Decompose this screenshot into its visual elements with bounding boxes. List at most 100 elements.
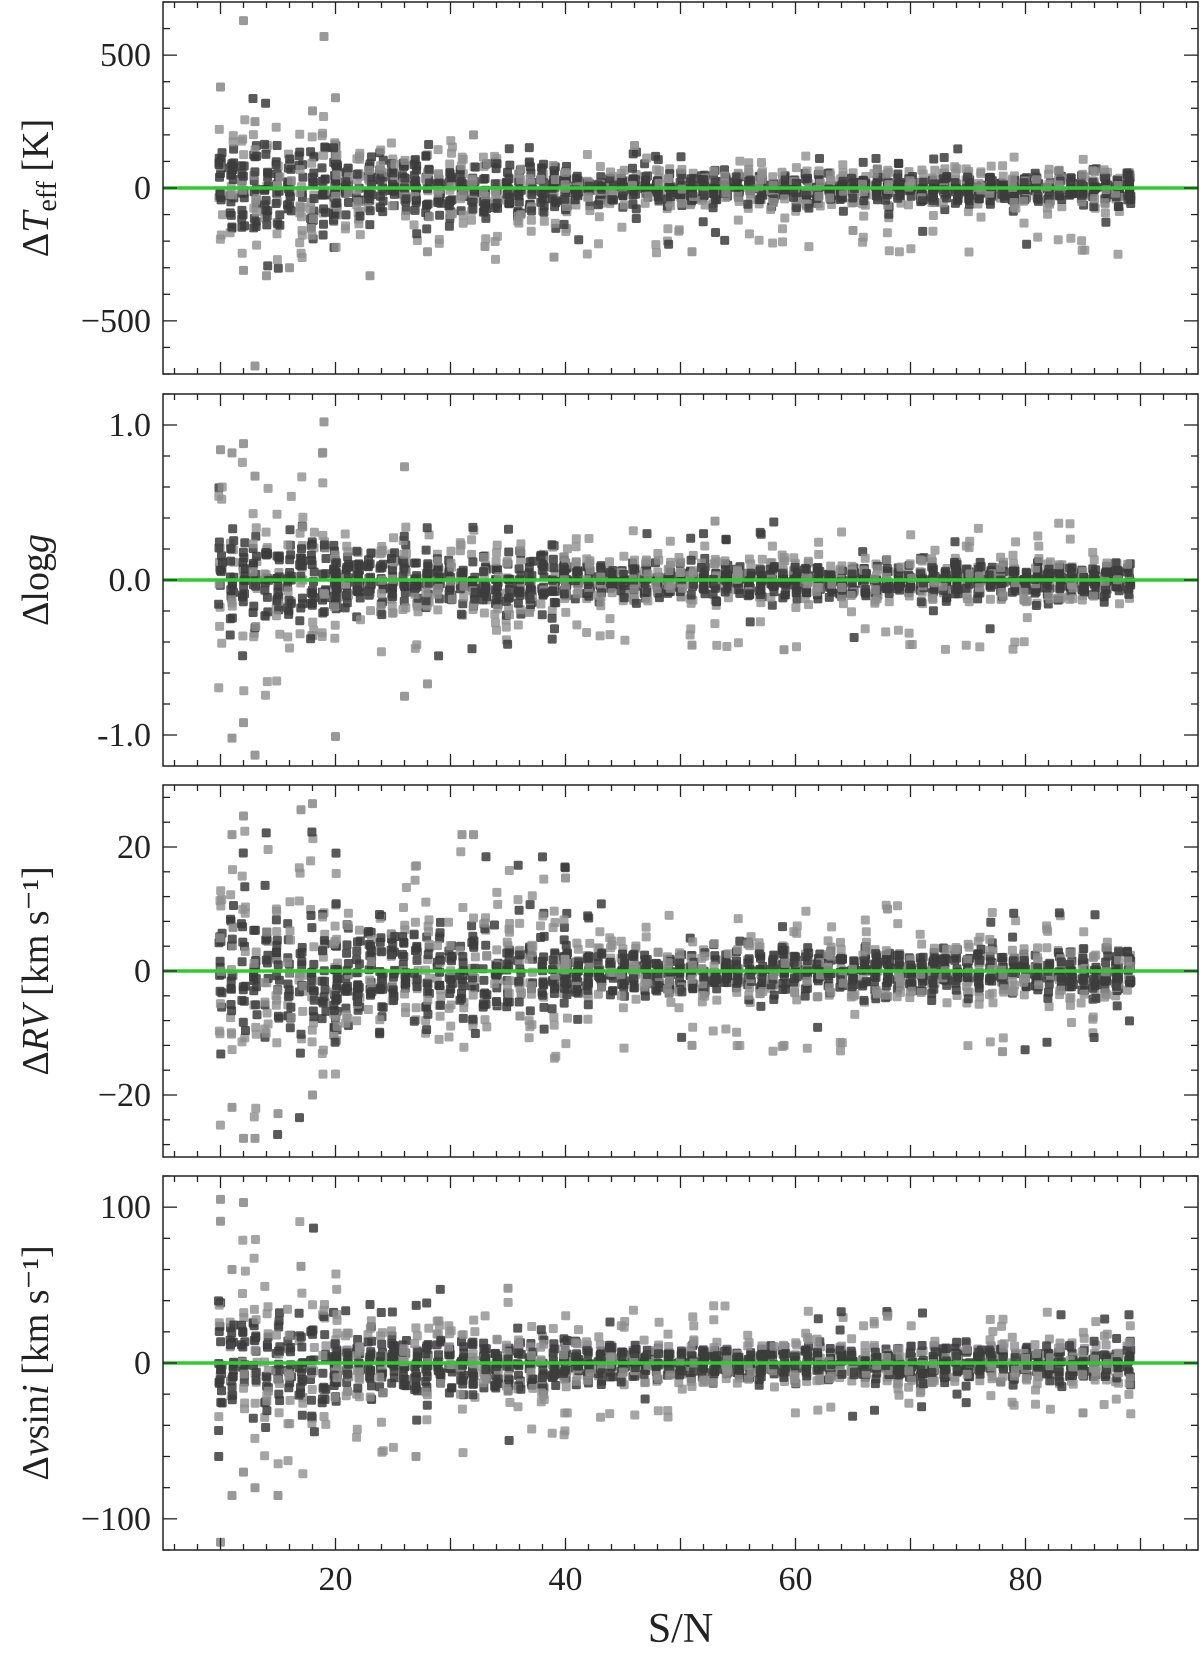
data-point — [354, 925, 364, 935]
data-point — [870, 585, 880, 595]
data-point — [492, 540, 502, 550]
data-point — [573, 944, 583, 954]
data-point — [675, 177, 685, 187]
data-point — [582, 628, 592, 637]
data-point — [252, 1010, 262, 1020]
data-point — [228, 923, 238, 933]
data-point — [271, 1000, 281, 1010]
data-point — [975, 583, 984, 593]
data-point — [377, 610, 387, 620]
data-point — [597, 982, 607, 992]
data-point — [238, 210, 248, 220]
data-point — [1080, 245, 1090, 255]
data-point — [238, 922, 248, 932]
data-point — [238, 904, 248, 914]
data-point — [261, 828, 271, 838]
data-point — [434, 169, 443, 179]
data-point — [447, 594, 457, 604]
data-point — [802, 166, 812, 176]
data-point — [352, 946, 362, 956]
data-point — [424, 939, 434, 949]
data-point — [1044, 169, 1053, 179]
data-point — [248, 509, 258, 519]
data-point — [226, 914, 235, 924]
data-point — [574, 235, 584, 245]
data-point — [249, 986, 259, 996]
data-point — [240, 1033, 250, 1043]
data-point — [239, 150, 249, 160]
data-point — [583, 1000, 593, 1010]
data-point — [387, 582, 397, 592]
outlier-point — [262, 271, 271, 281]
data-point — [318, 998, 328, 1008]
data-point — [756, 583, 766, 593]
data-point — [905, 559, 915, 569]
data-point — [215, 956, 225, 966]
data-point — [353, 989, 363, 999]
data-point — [1124, 589, 1134, 599]
data-point — [306, 204, 316, 214]
data-point — [367, 172, 377, 182]
data-point — [409, 930, 419, 940]
data-point — [1122, 179, 1132, 189]
data-point — [225, 614, 235, 624]
data-point — [455, 538, 465, 548]
data-point — [561, 607, 571, 617]
data-point — [631, 214, 641, 223]
data-point — [250, 167, 260, 177]
data-point — [1009, 559, 1019, 569]
data-point — [662, 194, 672, 204]
data-point — [378, 196, 388, 206]
outlier-point — [365, 271, 375, 281]
data-point — [537, 610, 547, 620]
data-point — [399, 952, 409, 961]
data-point — [942, 188, 952, 198]
data-point — [297, 960, 307, 970]
data-point — [306, 634, 316, 644]
data-point — [562, 544, 572, 554]
data-point — [309, 1012, 319, 1022]
data-point — [492, 231, 502, 241]
data-point — [467, 921, 477, 931]
data-point — [343, 959, 353, 968]
data-point — [355, 593, 365, 603]
data-point — [261, 195, 271, 205]
data-point — [295, 147, 305, 157]
data-point — [514, 564, 524, 574]
data-point — [708, 203, 718, 213]
data-point — [412, 229, 422, 239]
outlier-point — [216, 82, 225, 92]
data-point — [386, 138, 396, 148]
data-point — [341, 1018, 351, 1028]
data-point — [241, 1026, 250, 1035]
data-point — [273, 581, 283, 591]
data-point — [376, 203, 385, 213]
data-point — [229, 144, 239, 154]
data-point — [710, 195, 720, 204]
data-point — [468, 522, 478, 532]
data-point — [480, 191, 490, 201]
data-point — [1089, 555, 1099, 565]
data-point — [444, 917, 453, 927]
data-point — [527, 981, 536, 991]
data-point — [455, 546, 465, 556]
data-point — [422, 224, 432, 234]
data-point — [735, 936, 745, 946]
data-point — [226, 170, 236, 180]
data-point — [664, 566, 674, 576]
data-point — [375, 937, 385, 947]
data-point — [263, 261, 273, 271]
data-point — [423, 979, 433, 989]
data-point — [261, 690, 270, 700]
data-point — [825, 170, 835, 180]
data-point — [860, 588, 870, 598]
data-point — [640, 198, 650, 208]
data-point — [733, 638, 743, 648]
data-point — [710, 583, 720, 593]
data-point — [663, 224, 673, 234]
data-point — [273, 960, 283, 970]
data-point — [720, 178, 730, 188]
data-point — [272, 676, 282, 686]
data-point — [561, 167, 570, 177]
data-point — [251, 1022, 261, 1032]
